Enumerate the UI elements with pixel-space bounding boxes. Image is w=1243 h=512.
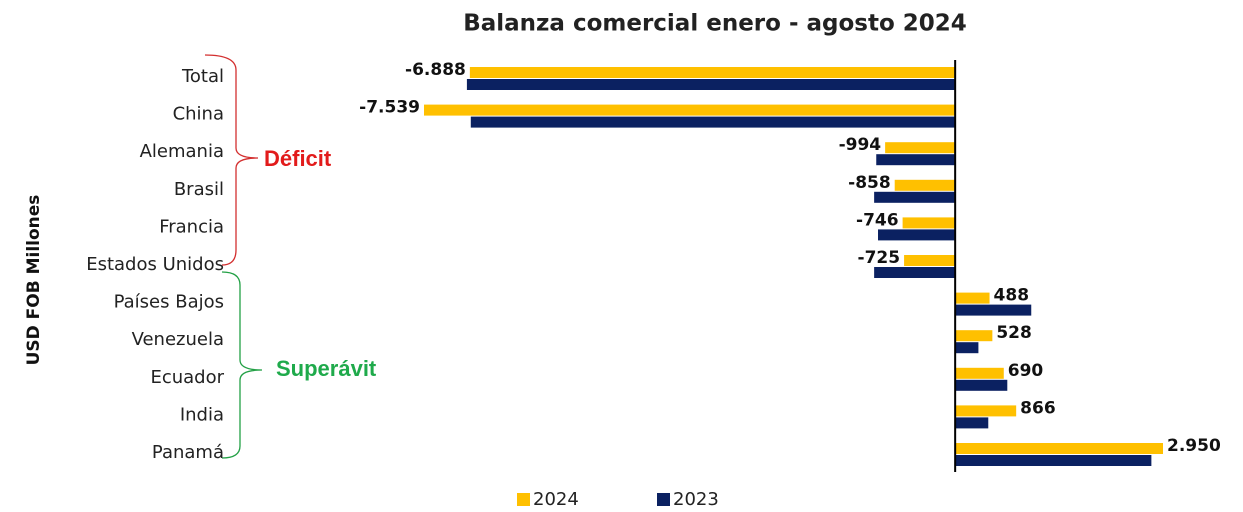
value-label: 528 <box>996 323 1032 343</box>
surplus-brace <box>221 271 263 459</box>
bar <box>955 417 989 429</box>
bar <box>874 191 956 203</box>
value-label: 866 <box>1020 398 1056 418</box>
annotation-deficit: Déficit <box>264 146 332 171</box>
legend-label: 2024 <box>533 489 579 510</box>
category-label: Venezuela <box>132 329 224 350</box>
bar <box>955 330 993 342</box>
bar <box>876 154 956 166</box>
bar <box>904 255 956 266</box>
value-label: -725 <box>858 248 901 268</box>
category-label: Alemania <box>140 141 224 162</box>
bar <box>955 379 1008 391</box>
bar <box>894 179 956 191</box>
value-label: -6.888 <box>405 60 466 80</box>
category-label: China <box>173 104 224 125</box>
legend-label: 2023 <box>673 489 719 510</box>
bar <box>902 217 956 229</box>
bar <box>424 104 956 116</box>
category-label: India <box>180 404 224 425</box>
legend-swatch <box>517 493 530 506</box>
category-label: Brasil <box>174 179 224 200</box>
bar <box>470 116 956 128</box>
value-label: -994 <box>839 135 882 155</box>
value-label: -7.539 <box>359 98 420 118</box>
bar <box>955 367 1004 379</box>
deficit-brace <box>204 54 259 266</box>
bar <box>469 67 956 78</box>
category-label: Panamá <box>152 442 224 463</box>
value-label: -746 <box>856 210 899 230</box>
category-label: Estados Unidos <box>86 254 224 275</box>
category-label: Total <box>181 66 224 87</box>
bar <box>955 455 1152 466</box>
bar <box>874 267 956 278</box>
bar <box>885 142 956 154</box>
chart-title: Balanza comercial enero - agosto 2024 <box>463 11 967 37</box>
bar <box>955 342 979 354</box>
category-label: Ecuador <box>150 367 224 388</box>
annotation-surplus: Superávit <box>276 356 377 381</box>
value-label: 488 <box>994 286 1030 306</box>
bar <box>955 405 1017 417</box>
value-label: 690 <box>1008 361 1044 381</box>
bar <box>955 304 1032 316</box>
bar <box>955 292 990 304</box>
bar <box>466 79 956 90</box>
category-label: Países Bajos <box>114 292 224 313</box>
value-label: 2.950 <box>1167 436 1221 456</box>
bar <box>955 443 1163 454</box>
bar <box>878 229 956 241</box>
category-label: Francia <box>159 216 224 237</box>
legend-swatch <box>657 493 670 506</box>
value-label: -858 <box>848 173 891 193</box>
y-axis-label: USD FOB Millones <box>24 195 44 366</box>
